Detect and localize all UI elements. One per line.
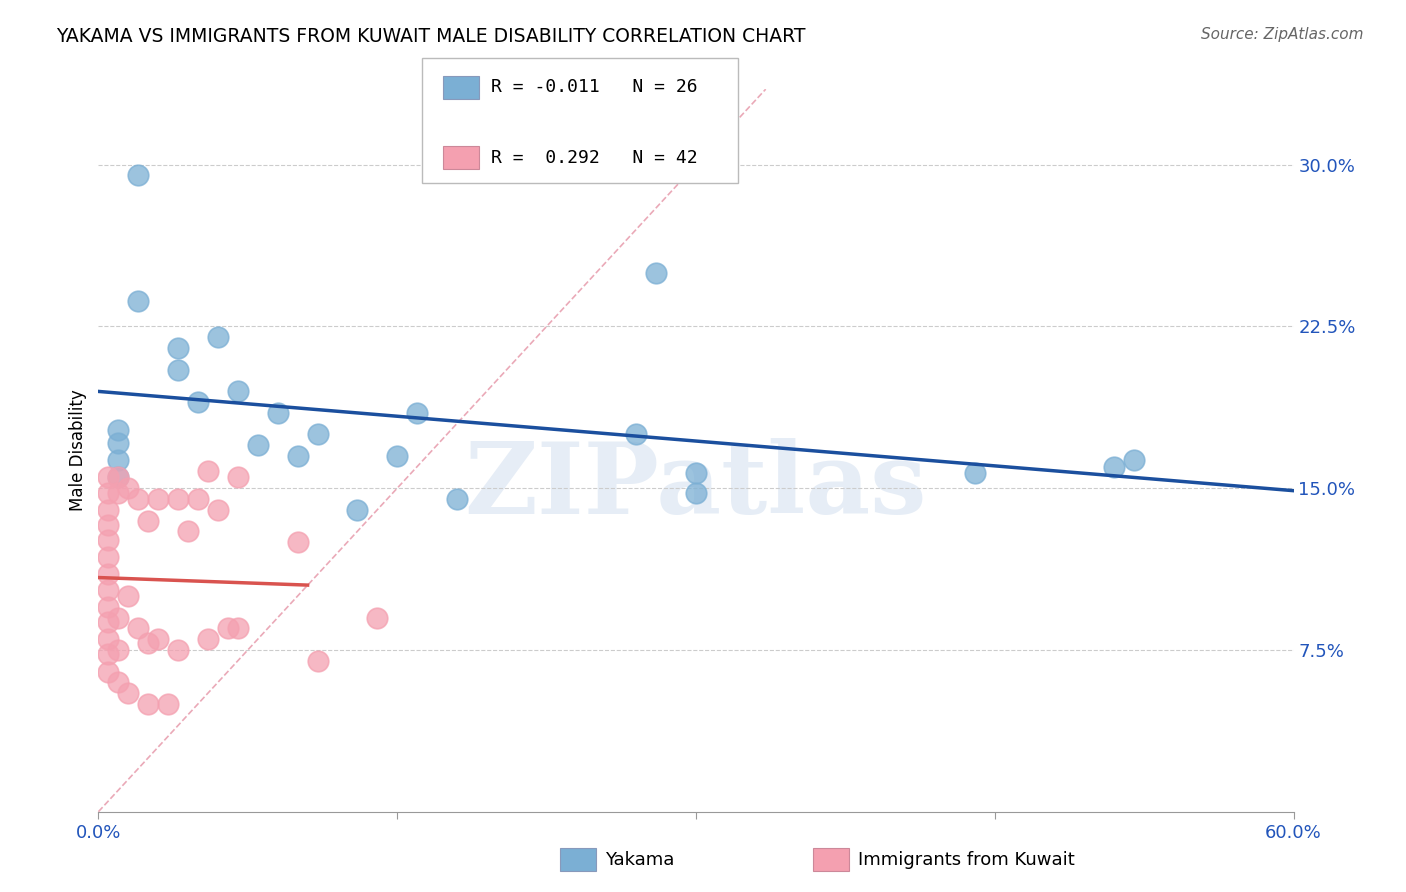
Text: R =  0.292   N = 42: R = 0.292 N = 42 <box>491 149 697 167</box>
Point <box>217 621 239 635</box>
Point <box>645 266 668 280</box>
Point <box>136 636 159 650</box>
Point <box>97 599 120 614</box>
Point <box>148 632 170 647</box>
Text: Yakama: Yakama <box>605 851 673 869</box>
Point <box>385 449 409 463</box>
Point <box>117 686 139 700</box>
Point <box>107 423 129 437</box>
Text: YAKAMA VS IMMIGRANTS FROM KUWAIT MALE DISABILITY CORRELATION CHART: YAKAMA VS IMMIGRANTS FROM KUWAIT MALE DI… <box>56 27 806 45</box>
Point <box>97 517 120 532</box>
Point <box>685 485 707 500</box>
Point <box>117 481 139 495</box>
Point <box>127 293 149 308</box>
Point <box>127 621 149 635</box>
Point <box>136 697 159 711</box>
Point <box>226 470 249 484</box>
Point <box>107 610 129 624</box>
Point <box>307 654 329 668</box>
Point <box>287 449 309 463</box>
Point <box>1123 453 1146 467</box>
Y-axis label: Male Disability: Male Disability <box>69 390 87 511</box>
Point <box>685 466 707 480</box>
Point <box>107 675 129 690</box>
Point <box>97 632 120 647</box>
Point <box>167 491 190 506</box>
Point <box>167 341 190 355</box>
Point <box>226 621 249 635</box>
Point <box>107 485 129 500</box>
Point <box>446 491 468 506</box>
Point <box>97 485 120 500</box>
Text: Immigrants from Kuwait: Immigrants from Kuwait <box>858 851 1074 869</box>
Point <box>117 589 139 603</box>
Point <box>136 514 159 528</box>
Point <box>207 502 229 516</box>
Point <box>246 438 269 452</box>
Point <box>97 567 120 582</box>
Point <box>97 615 120 629</box>
Text: R = -0.011   N = 26: R = -0.011 N = 26 <box>491 78 697 96</box>
Point <box>197 632 219 647</box>
Point <box>157 697 180 711</box>
Point <box>963 466 986 480</box>
Point <box>346 502 368 516</box>
Point <box>97 647 120 661</box>
Point <box>187 395 209 409</box>
Point <box>127 169 149 183</box>
Point <box>107 470 129 484</box>
Point <box>97 582 120 597</box>
Point <box>207 330 229 344</box>
Point <box>127 491 149 506</box>
Point <box>97 470 120 484</box>
Point <box>187 491 209 506</box>
Point <box>287 535 309 549</box>
Point <box>226 384 249 399</box>
Text: ZIPatlas: ZIPatlas <box>465 438 927 535</box>
Point <box>107 470 129 484</box>
Point <box>167 362 190 376</box>
Point <box>107 453 129 467</box>
Point <box>197 464 219 478</box>
Point <box>177 524 200 539</box>
Point <box>307 427 329 442</box>
Point <box>366 610 388 624</box>
Point <box>406 406 429 420</box>
Text: Source: ZipAtlas.com: Source: ZipAtlas.com <box>1201 27 1364 42</box>
Point <box>107 436 129 450</box>
Point <box>97 665 120 679</box>
Point <box>1104 459 1126 474</box>
Point <box>167 643 190 657</box>
Point <box>97 550 120 565</box>
Point <box>267 406 290 420</box>
Point <box>97 533 120 547</box>
Point <box>148 491 170 506</box>
Point <box>107 643 129 657</box>
Point <box>97 502 120 516</box>
Point <box>626 427 648 442</box>
